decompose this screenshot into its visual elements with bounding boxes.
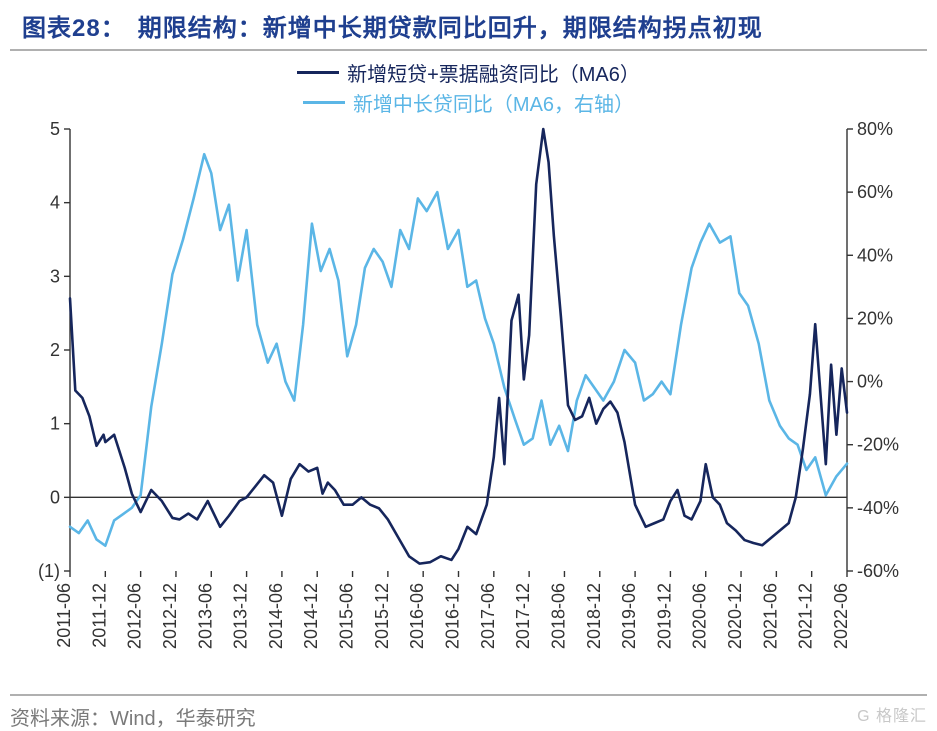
legend-item-series2: 新增中长贷同比（MA6，右轴）: [303, 88, 634, 117]
svg-text:2017-06: 2017-06: [478, 583, 498, 649]
source-text: 资料来源：Wind，华泰研究: [10, 702, 256, 731]
svg-text:5: 5: [50, 121, 60, 139]
svg-text:20%: 20%: [857, 308, 893, 328]
svg-text:60%: 60%: [857, 182, 893, 202]
svg-text:2017-12: 2017-12: [513, 583, 533, 649]
chart-title-row: 图表28： 期限结构：新增中长期贷款同比回升，期限结构拐点初现: [10, 0, 927, 51]
svg-text:2020-12: 2020-12: [725, 583, 745, 649]
legend-swatch-series1: [297, 71, 339, 74]
svg-text:80%: 80%: [857, 121, 893, 139]
svg-text:2016-12: 2016-12: [443, 583, 463, 649]
svg-text:1: 1: [50, 414, 60, 434]
svg-text:2: 2: [50, 340, 60, 360]
svg-text:2020-06: 2020-06: [690, 583, 710, 649]
chart-plot-area: (1) 0 1 2 3 4 5 -60% -40% -20% 0% 20% 40% 60% 80% 2011-…: [12, 121, 925, 686]
svg-text:2015-12: 2015-12: [372, 583, 392, 649]
svg-text:2013-12: 2013-12: [231, 583, 251, 649]
chart-svg: (1) 0 1 2 3 4 5 -60% -40% -20% 0% 20% 40% 60% 80% 2011-…: [12, 121, 925, 681]
svg-text:2012-12: 2012-12: [160, 583, 180, 649]
svg-text:0: 0: [50, 487, 60, 507]
svg-text:2016-06: 2016-06: [407, 583, 427, 649]
svg-text:4: 4: [50, 193, 60, 213]
svg-text:2013-06: 2013-06: [195, 583, 215, 649]
svg-text:-60%: -60%: [857, 561, 899, 581]
svg-text:0%: 0%: [857, 372, 883, 392]
svg-text:40%: 40%: [857, 245, 893, 265]
legend-label-series1: 新增短贷+票据融资同比（MA6）: [347, 58, 640, 87]
svg-text:2011-06: 2011-06: [54, 583, 74, 648]
svg-text:2021-06: 2021-06: [760, 583, 780, 649]
svg-text:2015-06: 2015-06: [337, 583, 357, 649]
figure-container: { "header": { "label": "图表28：", "title":…: [0, 0, 937, 731]
legend-label-series2: 新增中长贷同比（MA6，右轴）: [353, 88, 634, 117]
svg-text:2014-06: 2014-06: [266, 583, 286, 649]
svg-text:2021-12: 2021-12: [796, 583, 816, 649]
chart-number: 图表28：: [22, 8, 126, 43]
svg-text:3: 3: [50, 266, 60, 286]
svg-text:2012-06: 2012-06: [125, 583, 145, 649]
svg-text:2019-06: 2019-06: [619, 583, 639, 649]
svg-text:2014-12: 2014-12: [301, 583, 321, 649]
svg-text:-20%: -20%: [857, 435, 899, 455]
svg-text:2019-12: 2019-12: [654, 583, 674, 649]
legend: 新增短贷+票据融资同比（MA6） 新增中长贷同比（MA6，右轴）: [0, 57, 937, 117]
svg-text:2022-06: 2022-06: [831, 583, 851, 649]
legend-item-series1: 新增短贷+票据融资同比（MA6）: [297, 58, 640, 87]
source-row: 资料来源：Wind，华泰研究 G 格隆汇: [10, 694, 927, 731]
legend-swatch-series2: [303, 101, 345, 104]
svg-text:2018-06: 2018-06: [548, 583, 568, 649]
watermark: G 格隆汇: [857, 702, 927, 731]
svg-text:2018-12: 2018-12: [584, 583, 604, 649]
svg-text:-40%: -40%: [857, 498, 899, 518]
svg-text:2011-12: 2011-12: [89, 583, 109, 648]
svg-text:(1): (1): [38, 561, 60, 581]
chart-title: 期限结构：新增中长期贷款同比回升，期限结构拐点初现: [138, 8, 763, 43]
